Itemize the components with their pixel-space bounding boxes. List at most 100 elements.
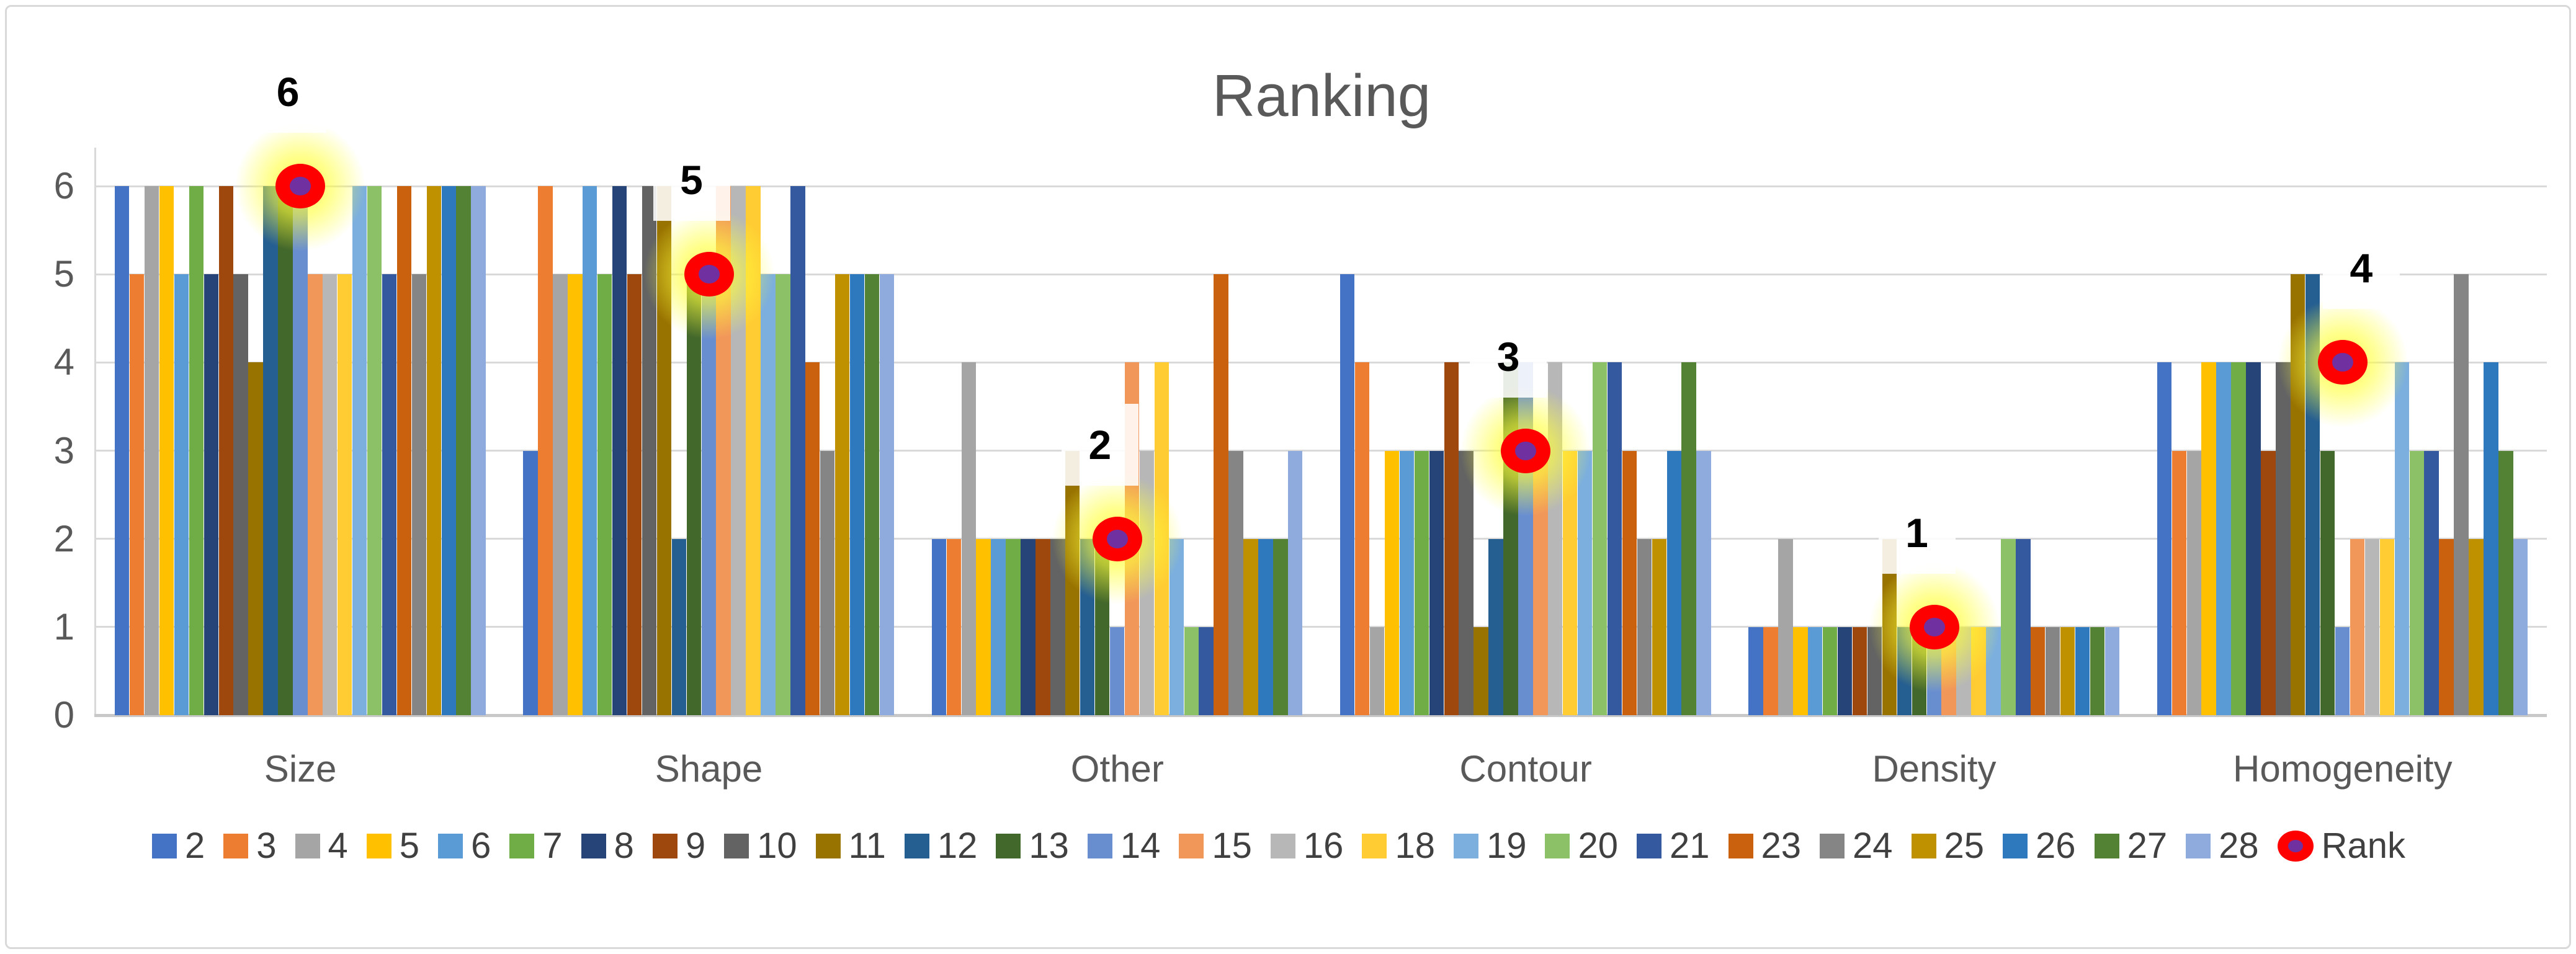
bar[interactable] <box>1696 450 1711 715</box>
bar[interactable] <box>1488 538 1503 715</box>
bar[interactable] <box>627 274 642 715</box>
bar[interactable] <box>2498 450 2513 715</box>
legend-item[interactable]: 5 <box>366 825 419 867</box>
bar[interactable] <box>879 274 895 715</box>
bar[interactable] <box>1652 538 1667 715</box>
bar[interactable] <box>1021 538 1035 715</box>
bar[interactable] <box>701 274 716 715</box>
bar[interactable] <box>1399 450 1415 715</box>
bar[interactable] <box>2231 362 2246 715</box>
bar[interactable] <box>1429 450 1444 715</box>
bar[interactable] <box>1035 538 1050 715</box>
bar[interactable] <box>991 538 1006 715</box>
bar[interactable] <box>2261 450 2276 715</box>
bar[interactable] <box>411 274 427 715</box>
bar[interactable] <box>1288 450 1303 715</box>
legend-item[interactable]: 21 <box>1636 825 1710 867</box>
bar[interactable] <box>1228 450 1243 715</box>
legend-item[interactable]: 12 <box>904 825 977 867</box>
bar[interactable] <box>2469 538 2484 715</box>
legend-item[interactable]: 6 <box>438 825 491 867</box>
legend-item[interactable]: 7 <box>509 825 563 867</box>
bar[interactable] <box>568 274 583 715</box>
legend-item[interactable]: 13 <box>996 825 1069 867</box>
bar[interactable] <box>2350 538 2365 715</box>
bar[interactable] <box>248 362 263 715</box>
bar[interactable] <box>1533 450 1548 715</box>
bar[interactable] <box>834 274 850 715</box>
bar[interactable] <box>1169 538 1184 715</box>
bar[interactable] <box>642 186 657 715</box>
legend-item[interactable]: 9 <box>652 825 705 867</box>
legend-item[interactable]: 28 <box>2186 825 2259 867</box>
bar[interactable] <box>2201 362 2216 715</box>
bar[interactable] <box>2379 538 2395 715</box>
bar[interactable] <box>1109 626 1125 715</box>
bar[interactable] <box>1808 626 1823 715</box>
bar[interactable] <box>1459 450 1474 715</box>
bar[interactable] <box>115 186 130 715</box>
bar[interactable] <box>583 186 597 715</box>
bar[interactable] <box>396 186 412 715</box>
bar[interactable] <box>1214 274 1228 715</box>
bar[interactable] <box>218 186 233 715</box>
bar[interactable] <box>1354 362 1370 715</box>
bar[interactable] <box>2394 362 2410 715</box>
bar[interactable] <box>820 450 835 715</box>
legend-item[interactable]: 15 <box>1179 825 1252 867</box>
bar[interactable] <box>2186 450 2201 715</box>
bar[interactable] <box>2031 626 2046 715</box>
bar[interactable] <box>553 274 568 715</box>
bar[interactable] <box>686 274 702 715</box>
bar[interactable] <box>1622 450 1637 715</box>
bar[interactable] <box>1823 626 1838 715</box>
bar[interactable] <box>263 186 278 715</box>
bar[interactable] <box>1852 626 1867 715</box>
bar[interactable] <box>2320 450 2335 715</box>
bar[interactable] <box>2276 362 2291 715</box>
bar[interactable] <box>2046 626 2060 715</box>
bar[interactable] <box>367 186 382 715</box>
bar[interactable] <box>961 362 976 715</box>
bar[interactable] <box>2246 362 2261 715</box>
bar[interactable] <box>671 538 687 715</box>
bar[interactable] <box>2409 450 2424 715</box>
bar[interactable] <box>2090 626 2105 715</box>
bar[interactable] <box>1793 626 1808 715</box>
bar[interactable] <box>2157 362 2172 715</box>
bar[interactable] <box>308 274 323 715</box>
bar[interactable] <box>2075 626 2090 715</box>
legend-item[interactable]: 24 <box>1820 825 1893 867</box>
bar[interactable] <box>2424 450 2439 715</box>
legend-item[interactable]: 4 <box>295 825 348 867</box>
bar[interactable] <box>1369 626 1385 715</box>
bar[interactable] <box>2216 362 2231 715</box>
bar[interactable] <box>1778 538 1793 715</box>
bar[interactable] <box>931 538 947 715</box>
bar[interactable] <box>278 186 293 715</box>
legend-item[interactable]: 2 <box>152 825 205 867</box>
bar[interactable] <box>790 186 805 715</box>
bar[interactable] <box>1414 450 1429 715</box>
bar[interactable] <box>1199 626 1214 715</box>
legend-item[interactable]: 18 <box>1362 825 1435 867</box>
bar[interactable] <box>1258 538 1273 715</box>
bar[interactable] <box>1681 362 1696 715</box>
bar[interactable] <box>471 186 486 715</box>
bar[interactable] <box>1748 626 1763 715</box>
bar[interactable] <box>233 274 248 715</box>
bar[interactable] <box>612 186 627 715</box>
legend-item[interactable]: 19 <box>1453 825 1526 867</box>
bar[interactable] <box>1340 274 1355 715</box>
bar[interactable] <box>523 450 538 715</box>
legend-item[interactable]: 16 <box>1270 825 1343 867</box>
legend-item[interactable]: 8 <box>581 825 634 867</box>
legend-item[interactable]: 26 <box>2003 825 2076 867</box>
bar[interactable] <box>2484 362 2498 715</box>
bar[interactable] <box>2513 538 2528 715</box>
bar[interactable] <box>2439 538 2454 715</box>
bar[interactable] <box>597 274 612 715</box>
bar[interactable] <box>203 274 219 715</box>
bar[interactable] <box>1563 450 1578 715</box>
bar[interactable] <box>174 274 189 715</box>
